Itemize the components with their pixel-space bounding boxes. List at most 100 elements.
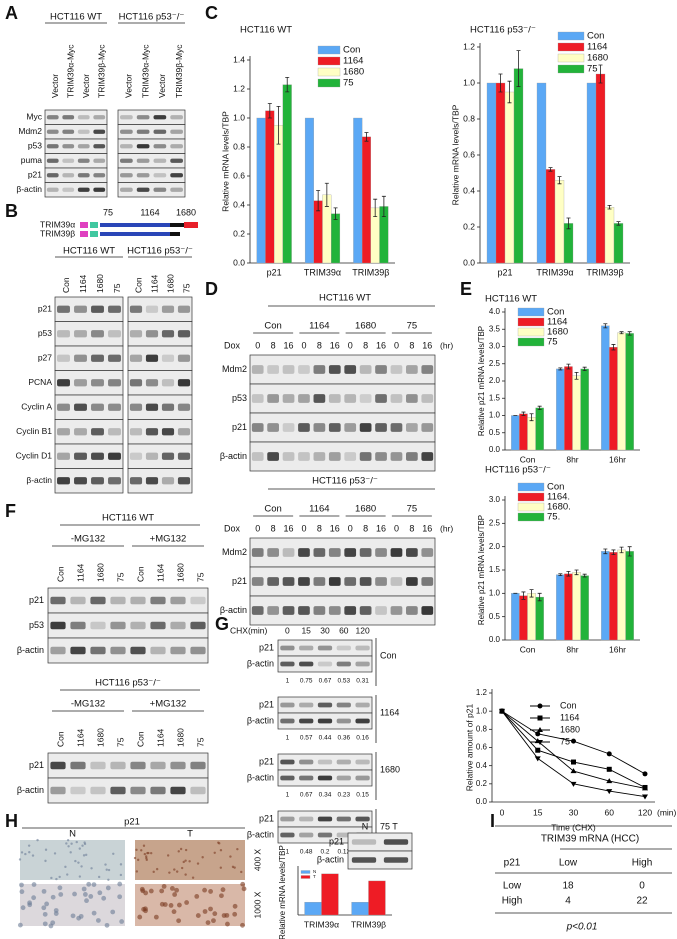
nucleus — [86, 881, 92, 887]
band — [317, 645, 333, 651]
row-label: p21 — [259, 699, 274, 709]
error-bar — [557, 176, 562, 185]
legend-marker — [537, 703, 543, 709]
quant-value: 0.31 — [356, 678, 369, 685]
bar — [535, 407, 544, 451]
band — [161, 428, 175, 436]
column-label: N — [69, 829, 76, 840]
bar — [580, 368, 589, 451]
table-note: p<0.01 — [566, 922, 598, 933]
band — [62, 115, 75, 120]
nucleus — [224, 912, 230, 918]
quant-value: 0.44 — [319, 735, 332, 742]
row-label: β-actin — [220, 605, 247, 615]
bar — [511, 415, 520, 451]
treatment-label: +MG132 — [150, 534, 187, 545]
nucleus — [174, 887, 180, 893]
band — [298, 548, 310, 557]
error-bar — [627, 331, 632, 336]
x-tick-label: 8hr — [566, 454, 578, 464]
blot-frame — [249, 354, 436, 385]
lane-label: TRIM39α-Myc — [140, 44, 150, 98]
nucleus — [175, 870, 179, 873]
band — [70, 786, 86, 795]
nucleus — [143, 852, 147, 856]
point — [535, 747, 541, 753]
band — [317, 832, 333, 838]
y-tick-label: 0.2 — [476, 779, 488, 788]
nucleus — [91, 910, 97, 916]
band — [77, 115, 90, 120]
nucleus — [184, 900, 190, 905]
y-tick-label: 3.5 — [489, 324, 501, 333]
x-unit-label: (min) — [657, 807, 677, 817]
lane-label: Con — [55, 731, 65, 747]
nucleus — [212, 911, 218, 917]
band — [77, 187, 90, 192]
blot-frame — [127, 419, 193, 445]
magnification-label: 400 X — [252, 849, 262, 872]
band — [90, 646, 106, 655]
y-tick-label: 0.4 — [476, 761, 488, 770]
point — [570, 781, 577, 787]
time-label: 0 — [285, 625, 290, 635]
band — [299, 718, 314, 724]
nucleus — [119, 919, 125, 924]
nucleus — [159, 888, 165, 894]
band — [161, 452, 175, 460]
table-cell: 22 — [636, 896, 648, 907]
error-bar — [507, 80, 512, 104]
row-label: Cyclin D1 — [16, 451, 53, 461]
nucleus — [58, 875, 61, 879]
lane-label: 75 — [195, 572, 205, 582]
lane-label: Con — [55, 566, 65, 582]
bar — [361, 136, 371, 264]
x-tick-label: 15 — [533, 807, 543, 817]
band — [390, 606, 403, 615]
band — [108, 428, 121, 436]
band — [62, 158, 75, 163]
band — [390, 423, 403, 432]
y-tick-label: 1.2 — [476, 688, 488, 697]
table-cell: 18 — [562, 881, 574, 892]
band — [153, 158, 167, 163]
band — [161, 403, 175, 411]
error-bar — [521, 411, 526, 416]
unit-label: (hr) — [440, 340, 453, 350]
band — [298, 452, 310, 461]
bar — [504, 91, 515, 264]
band — [74, 477, 87, 485]
nucleus — [119, 873, 123, 877]
y-tick-label: 0.0 — [489, 445, 501, 454]
band — [328, 423, 341, 432]
band — [57, 305, 70, 313]
lane-label: 1164 — [155, 728, 165, 747]
error-bar — [574, 371, 579, 380]
nucleus — [66, 838, 70, 842]
nucleus — [104, 863, 107, 866]
nucleus — [41, 888, 47, 894]
nucleus — [137, 914, 143, 920]
legend-swatch — [517, 337, 545, 347]
nucleus — [172, 892, 178, 897]
lane-label: TRIM39β-Myc — [174, 44, 184, 98]
error-bar — [324, 182, 329, 207]
condition-label: 1164 — [309, 321, 329, 332]
bar — [556, 368, 565, 451]
time-label: 16 — [376, 340, 386, 350]
legend-label: Con — [547, 482, 564, 493]
lane-label: 1680 — [95, 728, 105, 747]
error-bar — [619, 331, 624, 335]
band — [344, 423, 357, 432]
nucleus — [27, 902, 33, 908]
band — [153, 144, 167, 149]
unit-label: (hr) — [440, 523, 453, 533]
y-tick-label: 1.0 — [489, 588, 501, 597]
nucleus — [218, 842, 221, 845]
band — [120, 187, 133, 192]
band — [421, 606, 434, 615]
legend-label: 1164 — [587, 42, 607, 53]
x-tick-label: 60 — [605, 807, 615, 817]
y-tick-label: 0.0 — [489, 635, 501, 644]
band — [91, 379, 104, 387]
